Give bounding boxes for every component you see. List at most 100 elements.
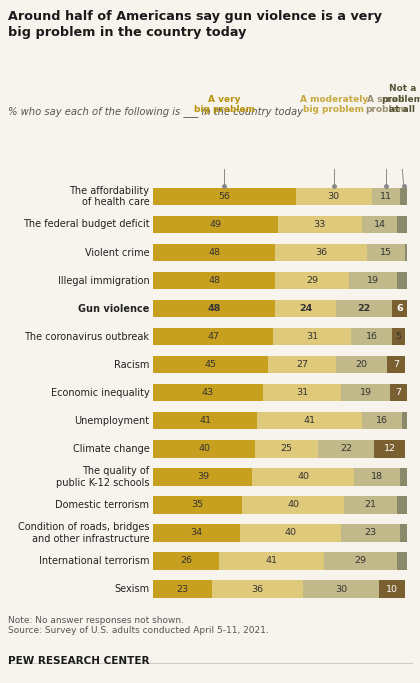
Bar xyxy=(318,440,374,458)
Bar xyxy=(257,412,362,430)
Text: 30: 30 xyxy=(328,192,340,201)
Text: 45: 45 xyxy=(205,360,216,370)
Bar xyxy=(262,384,341,402)
Text: 30: 30 xyxy=(335,585,347,594)
Bar xyxy=(153,525,240,542)
Text: 20: 20 xyxy=(356,360,368,370)
Text: 29: 29 xyxy=(306,276,318,285)
Bar xyxy=(402,412,407,430)
Text: 40: 40 xyxy=(287,501,299,510)
Text: 26: 26 xyxy=(180,557,192,566)
Text: 6: 6 xyxy=(396,304,403,313)
Bar xyxy=(374,440,405,458)
Text: 23: 23 xyxy=(176,585,189,594)
Text: Illegal immigration: Illegal immigration xyxy=(58,275,150,285)
Text: 40: 40 xyxy=(198,445,210,454)
Bar xyxy=(296,188,372,205)
Text: Climate change: Climate change xyxy=(73,444,150,454)
Text: 29: 29 xyxy=(354,557,366,566)
Bar xyxy=(397,553,407,570)
Bar xyxy=(242,497,344,514)
Bar xyxy=(336,300,392,318)
Text: 47: 47 xyxy=(207,332,219,341)
Bar xyxy=(153,300,275,318)
Text: 5: 5 xyxy=(396,332,402,341)
Text: 48: 48 xyxy=(208,276,220,285)
Bar xyxy=(323,553,397,570)
Bar xyxy=(275,244,367,261)
Bar xyxy=(153,468,252,486)
Text: 11: 11 xyxy=(380,192,392,201)
Text: 22: 22 xyxy=(357,304,371,313)
Bar xyxy=(397,216,407,233)
Text: Note: No answer responses not shown.: Note: No answer responses not shown. xyxy=(8,616,184,625)
Text: 39: 39 xyxy=(197,473,209,482)
Text: 48: 48 xyxy=(207,304,221,313)
Bar xyxy=(153,244,275,261)
Text: 18: 18 xyxy=(371,473,383,482)
Bar xyxy=(372,188,400,205)
Bar xyxy=(153,581,212,598)
Bar xyxy=(153,216,278,233)
Bar xyxy=(400,188,407,205)
Text: 24: 24 xyxy=(299,304,312,313)
Text: 12: 12 xyxy=(383,445,396,454)
Text: 31: 31 xyxy=(306,332,318,341)
Text: The affordability
of health care: The affordability of health care xyxy=(69,186,150,207)
Bar xyxy=(275,272,349,289)
Text: 10: 10 xyxy=(386,585,398,594)
Text: Gun violence: Gun violence xyxy=(78,304,150,313)
Text: The coronavirus outbreak: The coronavirus outbreak xyxy=(24,332,150,342)
Bar xyxy=(354,468,400,486)
Text: 15: 15 xyxy=(380,248,392,257)
Text: 36: 36 xyxy=(252,585,263,594)
Text: 34: 34 xyxy=(190,529,202,538)
Text: 56: 56 xyxy=(218,192,231,201)
Text: 41: 41 xyxy=(265,557,278,566)
Bar xyxy=(240,525,341,542)
Bar xyxy=(400,468,407,486)
Bar xyxy=(252,468,354,486)
Text: 16: 16 xyxy=(366,332,378,341)
Bar xyxy=(153,553,219,570)
Text: International terrorism: International terrorism xyxy=(39,556,150,566)
Text: 7: 7 xyxy=(396,388,402,398)
Text: Racism: Racism xyxy=(114,360,150,370)
Bar xyxy=(341,525,400,542)
Text: 25: 25 xyxy=(281,445,293,454)
Text: 21: 21 xyxy=(365,501,377,510)
Text: 40: 40 xyxy=(284,529,297,538)
Text: Condition of roads, bridges
and other infrastructure: Condition of roads, bridges and other in… xyxy=(18,522,150,544)
Bar xyxy=(212,581,303,598)
Bar xyxy=(352,328,392,346)
Text: The federal budget deficit: The federal budget deficit xyxy=(23,219,150,229)
Bar xyxy=(341,384,390,402)
Text: 14: 14 xyxy=(373,220,386,229)
Bar xyxy=(336,356,387,374)
Text: 22: 22 xyxy=(341,445,352,454)
Text: Around half of Americans say gun violence is a very
big problem in the country t: Around half of Americans say gun violenc… xyxy=(8,10,382,39)
Bar xyxy=(153,497,242,514)
Bar xyxy=(153,356,268,374)
Text: % who say each of the following is ___ in the country today: % who say each of the following is ___ i… xyxy=(8,106,303,117)
Bar xyxy=(349,272,397,289)
Bar xyxy=(397,272,407,289)
Bar xyxy=(390,384,407,402)
Bar xyxy=(153,384,262,402)
Bar xyxy=(219,553,323,570)
Text: 19: 19 xyxy=(360,388,371,398)
Text: 41: 41 xyxy=(304,416,315,426)
Text: A small
problem: A small problem xyxy=(365,95,407,114)
Text: Sexism: Sexism xyxy=(114,584,150,594)
Bar xyxy=(379,581,405,598)
Text: 33: 33 xyxy=(314,220,326,229)
Bar xyxy=(400,525,407,542)
Text: Not a
problem
at all: Not a problem at all xyxy=(381,84,420,114)
Text: Economic inequality: Economic inequality xyxy=(51,388,150,398)
Text: 31: 31 xyxy=(296,388,308,398)
Bar xyxy=(397,497,407,514)
Bar xyxy=(275,300,336,318)
Text: 40: 40 xyxy=(297,473,309,482)
Text: Violent crime: Violent crime xyxy=(85,247,150,257)
Bar xyxy=(405,244,407,261)
